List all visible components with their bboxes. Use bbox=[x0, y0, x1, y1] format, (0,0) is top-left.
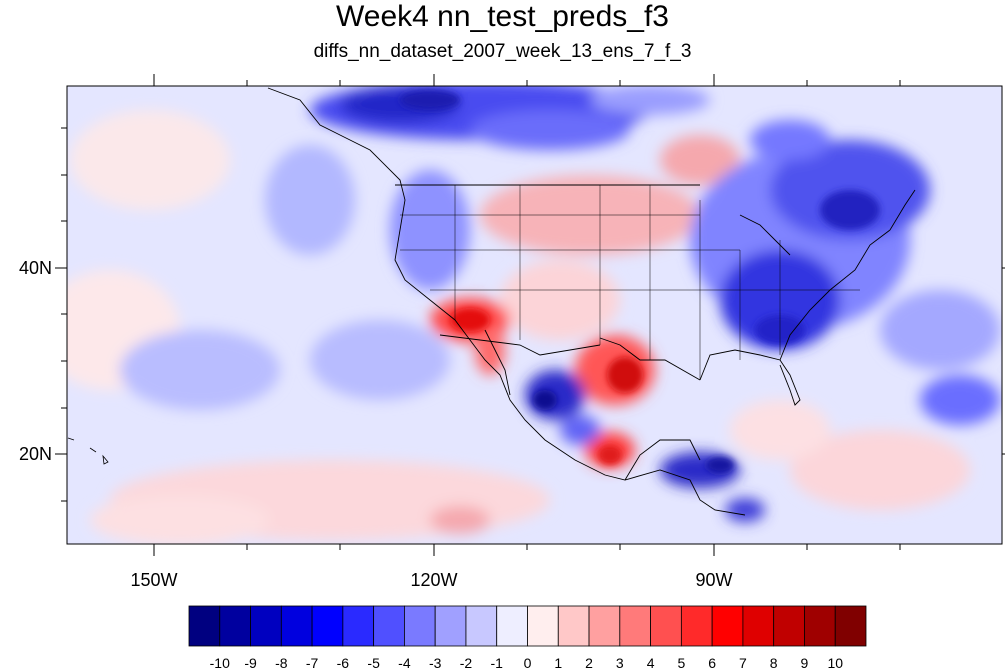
axis-ticks bbox=[55, 74, 1005, 556]
colorbar-swatch bbox=[496, 605, 528, 647]
colorbar-label: -1 bbox=[491, 655, 504, 671]
map-subtitle: diffs_nn_dataset_2007_week_13_ens_7_f_3 bbox=[313, 41, 692, 62]
hawaii bbox=[67, 437, 109, 465]
colorbar-label: 10 bbox=[827, 655, 843, 671]
colorbar-swatch bbox=[742, 605, 775, 647]
colorbar-swatch bbox=[373, 605, 405, 647]
colorbar-swatch bbox=[834, 605, 867, 647]
colorbar-label: 9 bbox=[801, 655, 809, 671]
colorbar-label: -5 bbox=[367, 655, 380, 671]
colorbar-label: 5 bbox=[677, 655, 685, 671]
colorbar-swatch bbox=[311, 605, 344, 647]
colorbar-label: -3 bbox=[429, 655, 442, 671]
colorbar-swatch bbox=[619, 605, 651, 647]
y-tick-label: 40N bbox=[19, 258, 52, 278]
colorbar-swatch bbox=[434, 605, 467, 647]
coastlines bbox=[267, 87, 916, 516]
state-borders bbox=[400, 185, 860, 380]
x-tick-label: 90W bbox=[695, 570, 732, 590]
x-tick-label: 150W bbox=[130, 570, 177, 590]
colorbar-label: 2 bbox=[585, 655, 593, 671]
map-title: Week4 nn_test_preds_f3 bbox=[335, 0, 669, 33]
colorbar-swatch bbox=[404, 605, 436, 647]
colorbar-label: -4 bbox=[398, 655, 411, 671]
colorbar-swatch bbox=[680, 605, 713, 647]
x-tick-label: 120W bbox=[410, 570, 457, 590]
colorbar bbox=[188, 605, 867, 647]
colorbar-swatch bbox=[342, 605, 375, 647]
colorbar-labels: -10 -9 -8 -7 -6 -5 -4 -3 -2 -1 0 1 2 3 4 5 6 7 8 9 10 bbox=[210, 655, 844, 671]
colorbar-label: -10 bbox=[210, 655, 230, 671]
colorbar-swatch bbox=[250, 605, 282, 647]
colorbar-swatch bbox=[188, 605, 221, 647]
map-frame bbox=[66, 85, 1003, 545]
y-tick-label: 20N bbox=[19, 444, 52, 464]
data-field bbox=[67, 86, 1002, 544]
colorbar-label: 0 bbox=[524, 655, 532, 671]
colorbar-label: 8 bbox=[770, 655, 778, 671]
colorbar-label: -8 bbox=[275, 655, 288, 671]
colorbar-label: -2 bbox=[460, 655, 473, 671]
colorbar-label: 1 bbox=[554, 655, 562, 671]
colorbar-label: -6 bbox=[337, 655, 350, 671]
colorbar-swatch bbox=[773, 605, 805, 647]
colorbar-swatch bbox=[527, 605, 559, 647]
colorbar-label: 6 bbox=[708, 655, 716, 671]
colorbar-swatch bbox=[711, 605, 744, 647]
colorbar-label: -7 bbox=[306, 655, 319, 671]
colorbar-swatch bbox=[804, 605, 836, 647]
colorbar-swatch bbox=[650, 605, 682, 647]
colorbar-swatch bbox=[557, 605, 590, 647]
colorbar-label: 7 bbox=[739, 655, 747, 671]
colorbar-label: 4 bbox=[647, 655, 655, 671]
colorbar-swatch bbox=[465, 605, 498, 647]
colorbar-label: -9 bbox=[244, 655, 257, 671]
colorbar-label: 3 bbox=[616, 655, 624, 671]
colorbar-swatch bbox=[280, 605, 313, 647]
colorbar-swatch bbox=[588, 605, 621, 647]
colorbar-swatch bbox=[219, 605, 251, 647]
